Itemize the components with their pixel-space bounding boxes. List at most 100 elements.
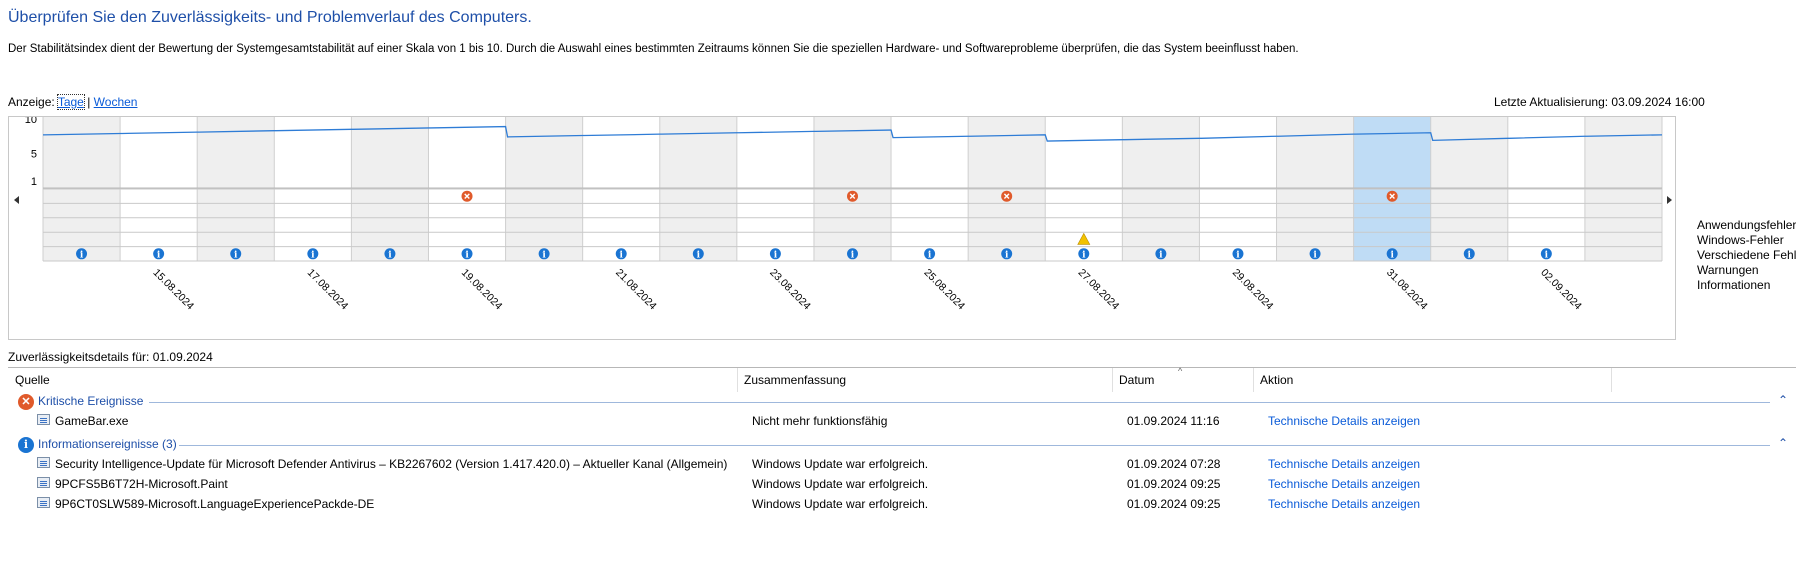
info-icon[interactable] [769,248,781,260]
info-icon-glyph: i [542,250,546,260]
update-icon [37,477,50,488]
date-tick-label: 15.08.2024 [151,267,197,313]
info-icon-glyph: i [1390,250,1394,260]
column-header-source[interactable]: Quelle [15,373,50,387]
row-label-warnings: Warnungen [1697,263,1759,277]
error-icon-glyph [464,193,470,199]
column-header-action[interactable]: Aktion [1260,373,1294,387]
reliability-chart[interactable]: 10 5 1 i i i i i i i i i i i i i i i i i i i i 15.08.2024 17.08.… [8,116,1676,340]
date-tick-label: 23.08.2024 [767,267,813,313]
row-summary: Nicht mehr funktionsfähig [752,414,888,428]
info-icon-glyph: i [928,250,932,260]
details-table: Quelle Zusammenfassung Datum ^ Aktion ✕ … [8,366,1796,577]
scroll-left-icon[interactable] [14,196,19,204]
info-icon[interactable] [924,248,936,260]
info-icon-glyph: i [1313,250,1317,260]
date-tick-label: 17.08.2024 [305,267,351,313]
date-tick-label: 19.08.2024 [459,267,505,313]
info-icon-glyph: i [1468,250,1472,260]
info-icon-glyph: i [1159,250,1163,260]
view-weeks-link[interactable]: Wochen [93,95,138,109]
row-source: GameBar.exe [55,414,129,428]
technical-details-link[interactable]: Technische Details anzeigen [1268,414,1421,428]
technical-details-link[interactable]: Technische Details anzeigen [1268,457,1421,471]
row-summary: Windows Update war erfolgreich. [752,477,929,491]
info-icon-glyph: i [1545,250,1549,260]
row-date: 01.09.2024 09:25 [1127,477,1221,491]
group-critical-events[interactable]: ✕ Kritische Ereignisse ⌃ [16,393,1788,411]
row-date: 01.09.2024 09:25 [1127,497,1221,511]
sort-caret-icon: ^ [1178,366,1183,376]
row-date: 01.09.2024 11:16 [1127,414,1220,428]
application-icon [37,414,50,425]
group-information-events[interactable]: i Informationsereignisse (3) ⌃ [16,436,1788,454]
collapse-chevron-icon[interactable]: ⌃ [1777,436,1788,450]
info-icon[interactable] [847,248,858,260]
row-label-misc-errors: Verschiedene Fehler [1697,248,1796,262]
group-label: Informationsereignisse (3) [38,437,177,451]
info-icon[interactable] [1309,248,1321,260]
info-icon[interactable] [692,248,704,260]
row-source: Security Intelligence-Update für Microso… [55,457,728,471]
view-label: Anzeige: [8,95,55,109]
row-source: 9PCFS5B6T72H-Microsoft.Paint [55,477,228,491]
row-label-application-errors: Anwendungsfehler [1697,218,1796,232]
date-tick-label: 21.08.2024 [613,267,659,313]
y-tick-label: 10 [25,117,37,126]
info-icon[interactable] [461,248,473,260]
info-icon[interactable] [1001,248,1013,260]
date-tick-label: 02.09.2024 [1538,267,1584,313]
scroll-right-icon[interactable] [1667,196,1672,204]
column-separator[interactable] [737,368,738,392]
technical-details-link[interactable]: Technische Details anzeigen [1268,497,1421,511]
info-icon[interactable] [1078,248,1090,260]
info-icon: i [18,437,34,453]
stability-index-line [42,125,1663,142]
info-icon[interactable] [1155,248,1167,260]
info-icon-glyph: i [620,250,624,260]
info-icon[interactable] [76,248,88,260]
error-icon-glyph [849,193,856,199]
info-icon-glyph: i [1236,250,1240,260]
info-icon-glyph: i [697,250,701,260]
technical-details-link[interactable]: Technische Details anzeigen [1268,477,1421,491]
info-icon[interactable] [230,248,242,260]
reliability-chart-svg[interactable]: 10 5 1 i i i i i i i i i i i i i i i i i i i i 15.08.2024 17.08.… [9,117,1677,341]
collapse-chevron-icon[interactable]: ⌃ [1777,393,1788,407]
column-header-summary[interactable]: Zusammenfassung [744,373,847,387]
row-date: 01.09.2024 07:28 [1127,457,1221,471]
view-days-link[interactable]: Tage [56,94,85,110]
table-row[interactable]: 9P6CT0SLW589-Microsoft.LanguageExperienc… [16,495,1788,513]
view-separator: | [87,95,91,109]
row-label-information: Informationen [1697,278,1771,292]
info-icon[interactable] [153,248,165,260]
column-separator[interactable] [1112,368,1113,392]
row-source: 9P6CT0SLW589-Microsoft.LanguageExperienc… [55,497,375,511]
group-label: Kritische Ereignisse [38,394,144,408]
last-update-text: Letzte Aktualisierung: 03.09.2024 16:00 [1494,95,1705,109]
table-row[interactable]: GameBar.exe Nicht mehr funktionsfähig 01… [16,412,1788,430]
info-icon[interactable] [384,248,396,260]
info-icon-glyph: i [157,250,161,260]
update-icon [37,497,50,508]
date-tick-label: 29.08.2024 [1230,267,1276,313]
info-icon[interactable] [1232,248,1244,260]
column-separator[interactable] [1253,368,1254,392]
column-header-date[interactable]: Datum [1119,373,1155,387]
date-tick-label: 31.08.2024 [1384,267,1430,313]
column-separator[interactable] [1611,368,1612,392]
info-icon[interactable] [615,248,627,260]
info-icon-glyph: i [851,250,855,260]
info-icon-glyph: i [80,250,84,260]
row-summary: Windows Update war erfolgreich. [752,497,929,511]
info-icon-glyph: i [465,250,469,260]
info-icon[interactable] [538,248,550,260]
info-icon[interactable] [1540,248,1552,260]
table-row[interactable]: Security Intelligence-Update für Microso… [16,455,1788,473]
info-icon[interactable] [1463,248,1475,260]
info-icon[interactable] [1386,248,1398,260]
table-row[interactable]: 9PCFS5B6T72H-Microsoft.Paint Windows Upd… [16,475,1788,493]
warning-icon[interactable] [1077,232,1091,245]
info-icon[interactable] [307,248,319,260]
info-icon-glyph: i [1005,250,1009,260]
